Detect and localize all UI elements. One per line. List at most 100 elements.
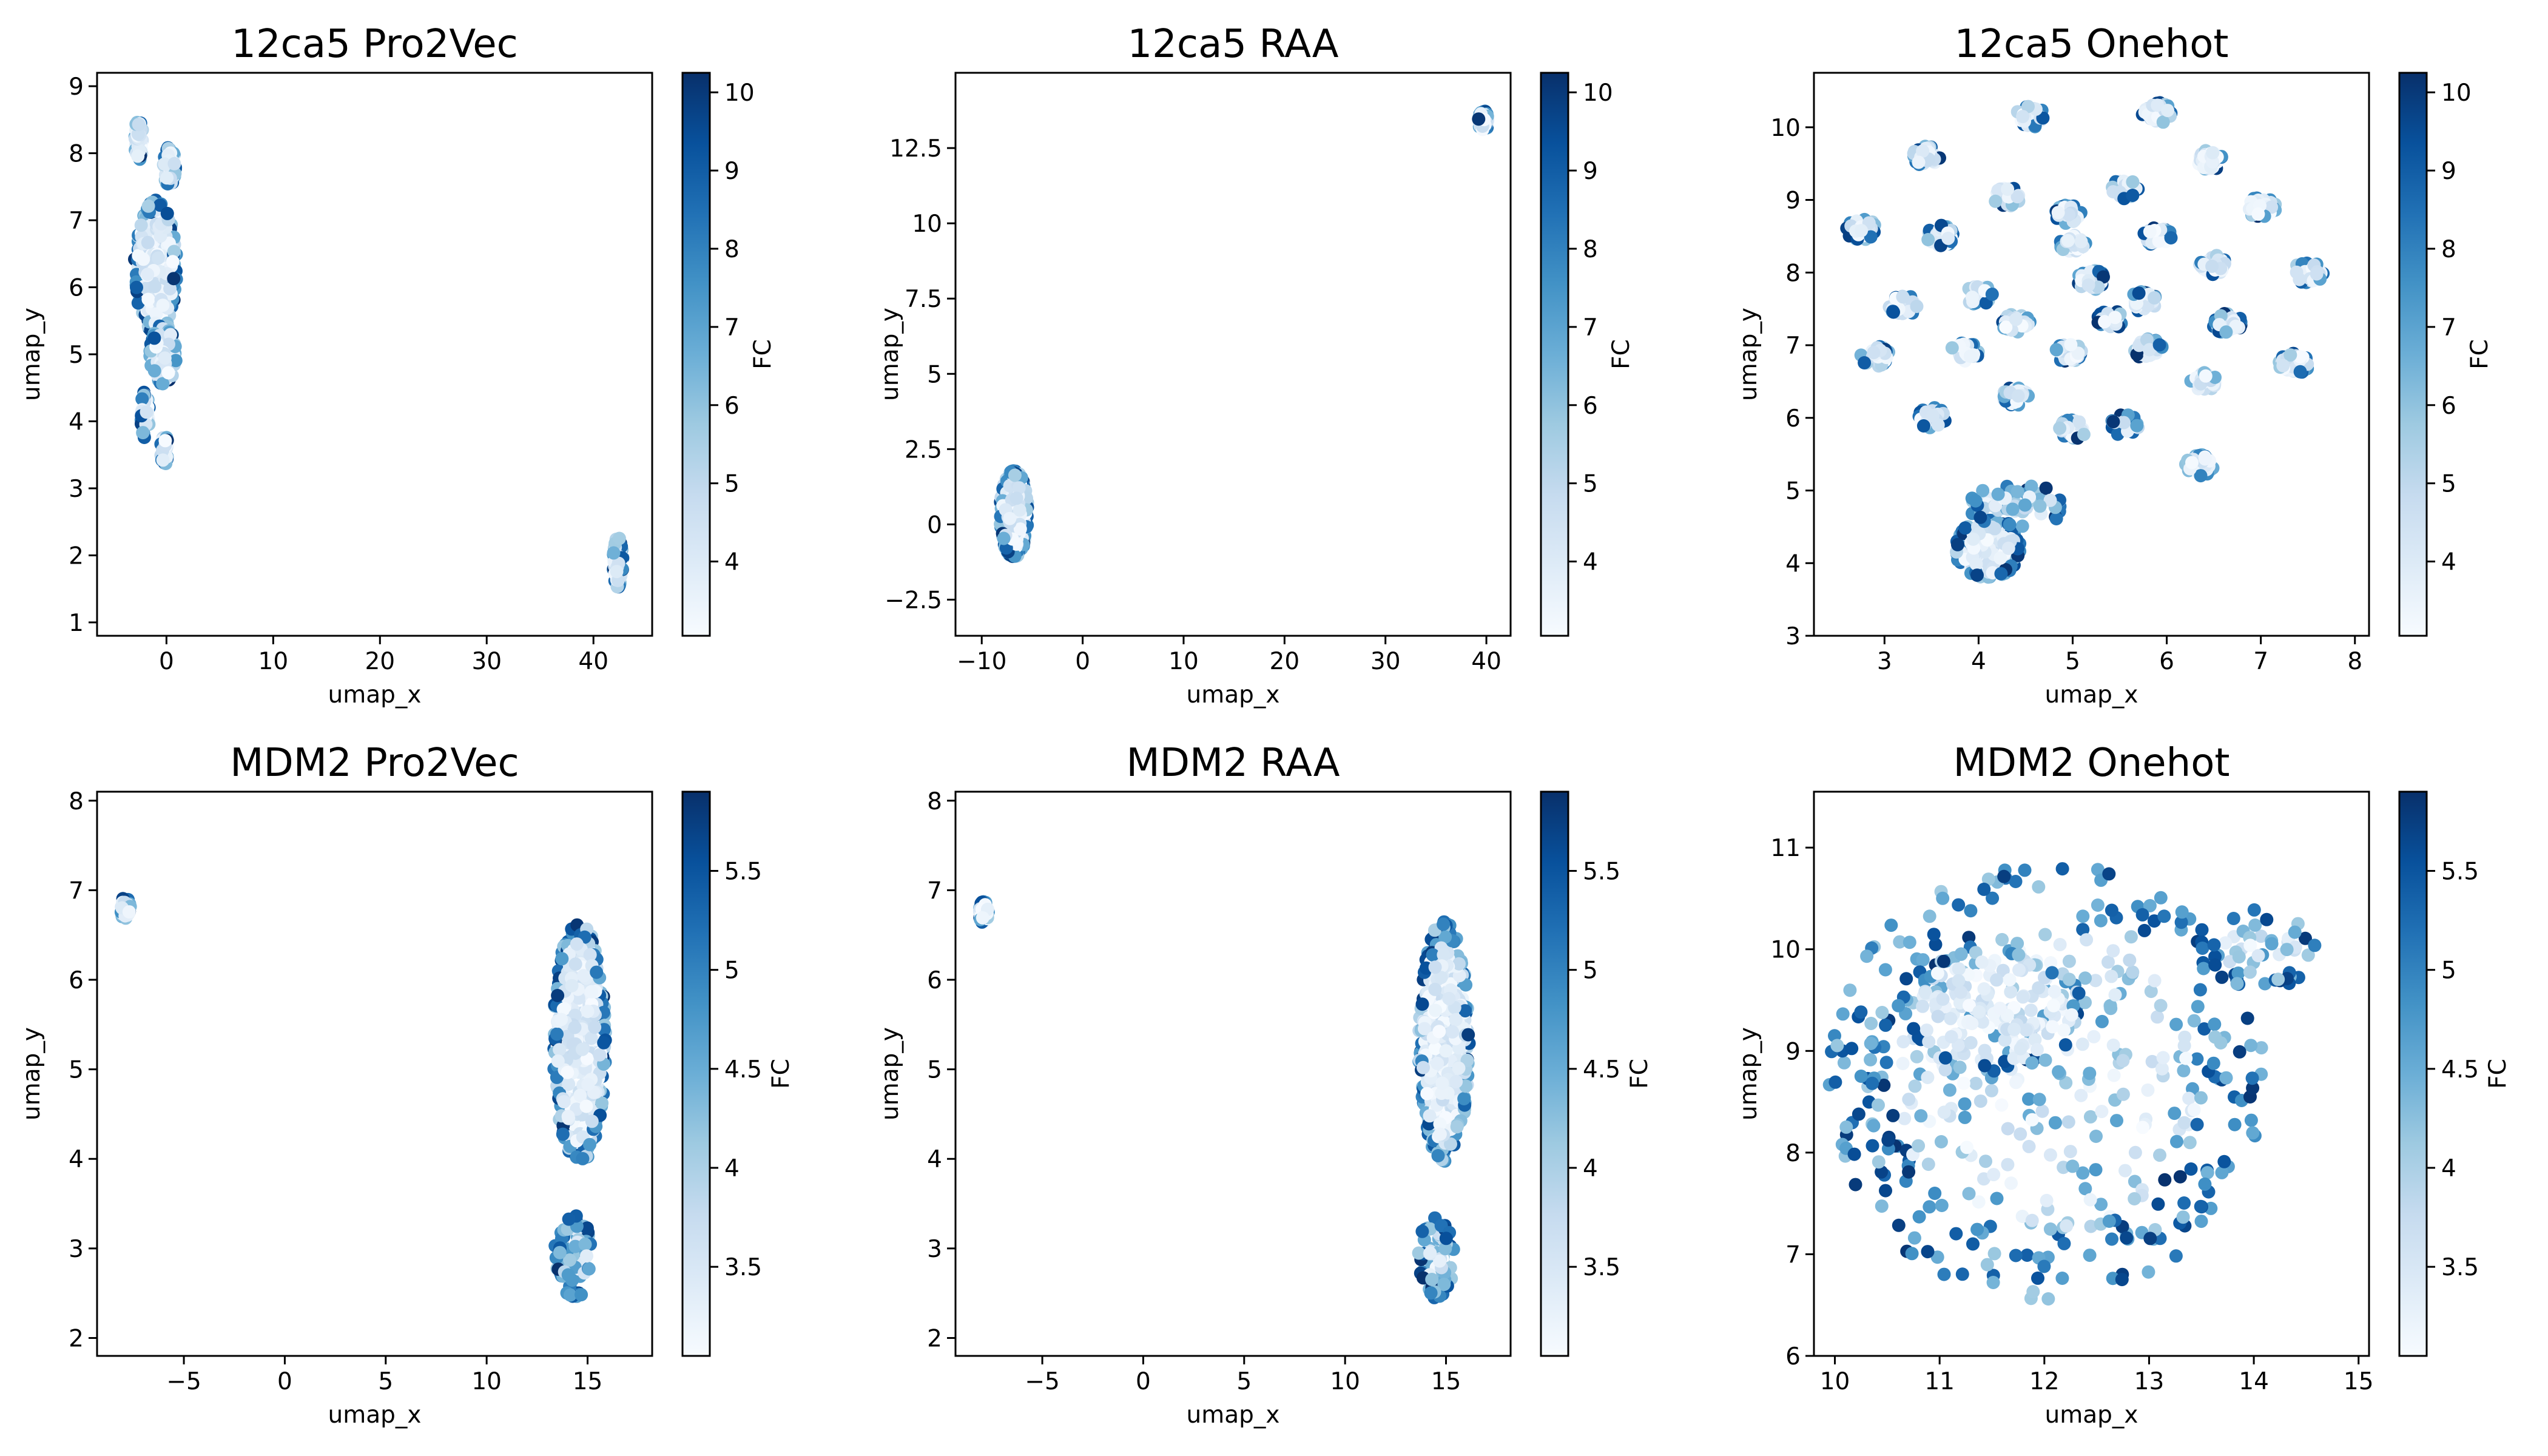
colorbar-label: FC [2466,339,2493,369]
scatter-point [2057,1236,2071,1250]
scatter-point [1937,1267,1951,1281]
scatter-point [2001,1158,2015,1171]
scatter-point [2039,481,2053,495]
scatter-point [2016,110,2030,124]
scatter-point [1839,1120,1853,1134]
scatter-point [1912,1210,1926,1224]
colorbar-frame [1540,790,1569,1357]
scatter-point [1845,1042,1859,1056]
colorbar-tick-label: 4.5 [2441,1056,2479,1084]
x-tick-label: 6 [2159,648,2174,675]
scatter-point [2141,1083,2155,1097]
scatter-point [2076,1166,2090,1180]
colorbar-tick-label: 4 [2441,549,2456,576]
scatter-point [2243,939,2257,952]
x-tick-label: 8 [2347,648,2362,675]
scatter-point [1998,1033,2012,1047]
scatter-point [2009,312,2023,326]
scatter-point [1995,1098,2009,1112]
scatter-point [1444,1137,1457,1151]
scatter-point [2062,972,2076,986]
scatter-point [2024,1003,2038,1017]
scatter-point [2184,1162,2198,1176]
scatter-point [2126,189,2140,202]
x-tick-label: 13 [2134,1368,2165,1395]
scatter-point [1989,194,2003,208]
y-tick-label: 5 [69,1057,84,1084]
scatter-point [1970,568,1984,582]
plot-frame [954,72,1512,637]
y-tick-label: −2.5 [885,587,942,614]
scatter-point [2195,923,2209,937]
scatter-point [163,281,177,295]
scatter-point [2025,1213,2039,1227]
scatter-point [2169,1017,2183,1031]
scatter-point [1437,1278,1451,1292]
y-tick-label: 4 [69,1146,84,1173]
scatter-point [2151,1010,2164,1024]
scatter-point [563,1288,577,1302]
colorbar-tick-label: 7 [1583,314,1598,342]
scatter-point [2094,1198,2108,1212]
scatter-point [1836,1007,1850,1021]
scatter-point [1858,356,1872,369]
colorbar-tick-label: 5 [1583,471,1598,498]
scatter-point [1415,997,1429,1011]
colorbar-gradient [682,792,710,1356]
scatter-point [2033,499,2047,513]
scatter-point [1963,349,1977,363]
scatter-point [1938,1051,1952,1065]
colorbar-tick-label: 4 [724,549,740,576]
scatter-point [2004,1176,2018,1190]
x-tick-label: 11 [1924,1368,1955,1395]
scatter-point [1437,948,1451,962]
scatter-point [2143,343,2157,357]
scatter-point [565,979,579,993]
scatter-point [2051,206,2065,220]
y-tick-label: 3 [69,476,84,503]
scatter-point [581,1005,595,1019]
scatter-point [1999,320,2013,334]
scatter-point [1472,112,1486,126]
scatter-point [2280,943,2294,957]
colorbar-tick-label: 9 [2441,158,2456,185]
scatter-point [1931,1009,1945,1023]
scatter-point [1912,155,1926,169]
scatter-point [2105,969,2118,983]
scatter-point [2178,1030,2192,1044]
scatter-point [576,1151,590,1165]
scatter-point [1423,1246,1437,1260]
y-tick-label: 6 [69,967,84,994]
colorbar-frame [1540,72,1569,637]
scatter-point [2108,311,2122,325]
y-tick-label: 5 [927,1057,942,1084]
scatter-point [1013,522,1027,536]
scatter-point [1952,898,1966,912]
scatter-point [2144,985,2158,999]
colorbar-tick-label: 10 [724,79,755,107]
scatter-point [2293,272,2307,286]
scatter-point [2214,1036,2228,1050]
scatter-point [2032,1093,2046,1107]
scatter-point [573,1088,587,1102]
scatter-point [1969,557,1983,571]
scatter-point [1438,930,1452,944]
scatter-point [2170,1134,2183,1148]
scatter-point [1960,1141,1974,1154]
scatter-point [2102,867,2116,881]
scatter-point [1980,1258,1994,1272]
scatter-point [1981,872,1995,886]
scatter-point [581,1077,595,1091]
scatter-point [2283,348,2297,362]
scatter-point [1976,484,1990,497]
scatter-point [2049,512,2063,525]
scatter-point [2198,1177,2212,1191]
scatter-point [2219,936,2233,950]
scatter-point [2260,912,2274,926]
scatter-point [2191,1000,2205,1014]
scatter-point [2097,270,2110,284]
scatter-point [2043,1148,2057,1162]
scatter-point [2098,315,2112,329]
y-tick-label: 10 [1770,937,1801,964]
scatter-point [1433,1254,1447,1268]
